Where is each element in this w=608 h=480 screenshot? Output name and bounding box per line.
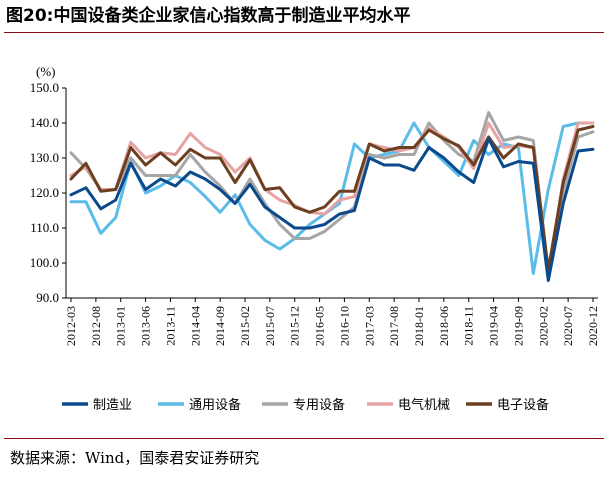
- legend-label: 电气机械: [398, 397, 450, 413]
- x-tick-label: 2020-12: [586, 306, 600, 346]
- x-tick-label: 2012-03: [64, 306, 78, 346]
- x-tick-label: 2015-12: [288, 306, 302, 346]
- series-line-1: [69, 137, 595, 282]
- source-note: 数据来源：Wind，国泰君安证券研究: [10, 449, 260, 467]
- legend-label: 通用设备: [189, 397, 241, 413]
- y-tick-label: 150.0: [30, 80, 59, 95]
- x-tick-label: 2016-05: [313, 306, 327, 346]
- x-tick-label: 2019-04: [487, 306, 501, 346]
- y-tick-label: 100.0: [30, 255, 59, 270]
- x-tick-label: 2014-09: [213, 306, 227, 346]
- x-tick-label: 2015-02: [238, 306, 252, 346]
- x-tick-label: 2018-11: [462, 306, 476, 346]
- x-tick-label: 2015-07: [263, 306, 277, 346]
- y-tick-label: 110.0: [30, 220, 59, 235]
- y-axis-unit: (%): [36, 64, 56, 79]
- x-tick-label: 2020-02: [536, 306, 550, 346]
- x-tick-label: 2018-06: [437, 306, 451, 346]
- x-tick-label: 2013-11: [163, 306, 177, 346]
- x-tick-label: 2017-03: [362, 306, 376, 346]
- x-tick-label: 2013-01: [114, 306, 128, 346]
- x-tick-label: 2012-08: [89, 306, 103, 346]
- legend-label: 制造业: [93, 398, 132, 413]
- legend-label: 电子设备: [497, 397, 549, 413]
- chart-title: 图20:中国设备类企业家信心指数高于制造业平均水平: [6, 6, 411, 26]
- x-tick-label: 2013-06: [139, 306, 153, 346]
- x-tick-label: 2019-09: [511, 306, 525, 346]
- source-rule: [4, 438, 604, 439]
- series-line-5: [69, 125, 595, 272]
- x-tick-label: 2016-10: [337, 306, 351, 346]
- title-rule: [4, 32, 604, 33]
- y-tick-label: 130.0: [30, 150, 59, 165]
- x-tick-label: 2017-08: [387, 306, 401, 346]
- x-tick-label: 2020-07: [561, 306, 575, 346]
- x-tick-label: 2018-01: [412, 306, 426, 346]
- y-tick-label: 120.0: [30, 185, 59, 200]
- y-tick-label: 90.0: [36, 290, 59, 305]
- y-tick-label: 140.0: [30, 115, 59, 130]
- x-tick-label: 2014-04: [188, 306, 202, 346]
- series-line-3: [69, 111, 595, 275]
- legend-label: 专用设备: [293, 397, 345, 413]
